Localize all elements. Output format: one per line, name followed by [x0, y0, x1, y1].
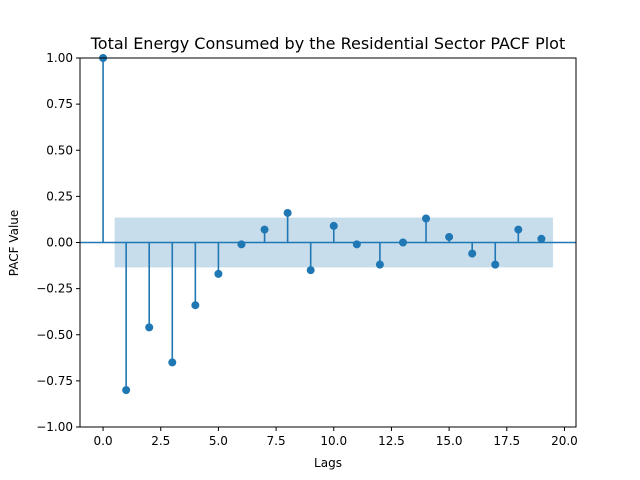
- marker-lag-16: [468, 249, 477, 258]
- x-tick-label-2: 5.0: [209, 434, 228, 448]
- marker-lag-1: [122, 386, 131, 395]
- x-tick-label-4: 10.0: [320, 434, 347, 448]
- plot-area: [80, 54, 576, 395]
- y-tick-label-2: −0.50: [36, 328, 73, 342]
- marker-lag-11: [352, 240, 361, 249]
- marker-lag-7: [260, 225, 269, 234]
- axes: 0.0 2.5 5.0 7.5 10.0 12.5 15.0 17.5 20.0 −1.00 −0.…: [36, 51, 578, 448]
- marker-lag-12: [375, 260, 384, 269]
- marker-lag-15: [445, 232, 454, 241]
- chart-title: Total Energy Consumed by the Residential…: [90, 34, 566, 53]
- y-axis-label: PACF Value: [7, 210, 21, 277]
- marker-lag-4: [191, 301, 200, 310]
- y-tick-label-8: 1.00: [46, 51, 73, 65]
- x-tick-label-7: 17.5: [493, 434, 520, 448]
- y-tick-label-7: 0.75: [46, 97, 73, 111]
- y-tick-label-5: 0.25: [46, 189, 73, 203]
- marker-lag-18: [514, 225, 523, 234]
- marker-lag-2: [145, 323, 154, 332]
- marker-lag-13: [398, 238, 407, 247]
- x-tick-label-1: 2.5: [151, 434, 170, 448]
- x-tick-label-0: 0.0: [94, 434, 113, 448]
- marker-lag-10: [329, 221, 338, 230]
- marker-lag-17: [491, 260, 500, 269]
- marker-lag-6: [237, 240, 246, 249]
- marker-lag-5: [214, 269, 223, 278]
- marker-lag-19: [537, 234, 546, 243]
- y-tick-label-6: 0.50: [46, 143, 73, 157]
- marker-lag-9: [306, 266, 315, 275]
- x-axis-label: Lags: [314, 456, 342, 470]
- marker-lag-3: [168, 358, 177, 367]
- x-tick-label-3: 7.5: [267, 434, 286, 448]
- y-tick-label-3: −0.25: [36, 282, 73, 296]
- marker-lag-14: [422, 214, 431, 223]
- y-tick-label-0: −1.00: [36, 420, 73, 434]
- y-tick-label-1: −0.75: [36, 374, 73, 388]
- marker-lag-8: [283, 208, 292, 217]
- x-tick-label-8: 20.0: [551, 434, 578, 448]
- y-tick-label-4: 0.00: [46, 236, 73, 250]
- x-tick-label-6: 15.0: [436, 434, 463, 448]
- x-tick-label-5: 12.5: [378, 434, 405, 448]
